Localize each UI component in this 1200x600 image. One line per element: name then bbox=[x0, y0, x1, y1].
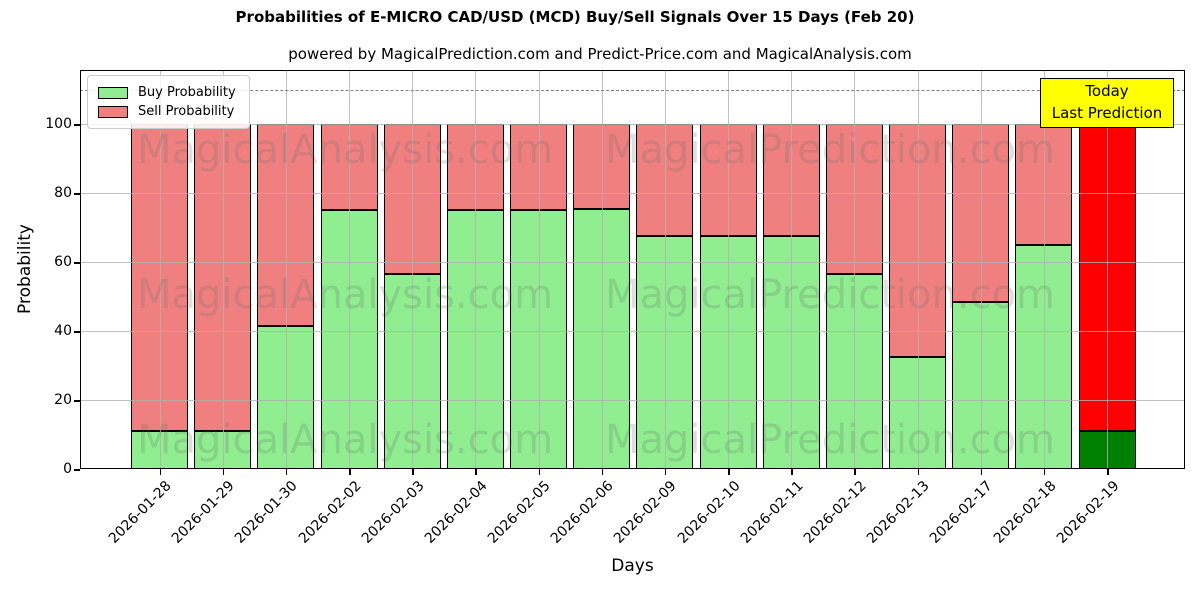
x-tick-label-text: 2026-02-18 bbox=[990, 478, 1060, 547]
buy-legend-swatch bbox=[98, 86, 128, 99]
y-gridline bbox=[80, 193, 1185, 195]
x-tick-mark bbox=[1043, 469, 1046, 475]
y-gridline bbox=[80, 262, 1185, 264]
x-gridline bbox=[475, 70, 477, 469]
y-tick-label: 100 bbox=[45, 116, 72, 133]
x-tick-mark bbox=[980, 469, 983, 475]
sell-legend-swatch bbox=[98, 105, 128, 118]
x-tick-mark bbox=[412, 469, 414, 475]
x-tick-label-text: 2026-02-19 bbox=[1053, 478, 1123, 547]
today-annotation-line2: Last Prediction bbox=[1051, 103, 1163, 122]
x-tick-mark bbox=[1107, 469, 1109, 475]
sell-legend-label: Sell Probability bbox=[138, 104, 235, 119]
x-tick-label-text: 2026-01-29 bbox=[169, 478, 238, 547]
x-gridline bbox=[791, 70, 793, 469]
x-tick-label-text: 2026-02-11 bbox=[737, 478, 807, 547]
x-gridline bbox=[159, 70, 161, 469]
x-tick-mark bbox=[159, 469, 161, 475]
x-tick-label-text: 2026-02-03 bbox=[358, 478, 428, 547]
y-gridline bbox=[80, 124, 1185, 126]
x-axis-label: Days bbox=[611, 556, 654, 576]
today-annotation-line1: Today bbox=[1085, 82, 1129, 100]
x-tick-label-text: 2026-02-12 bbox=[800, 478, 870, 547]
x-tick-label-text: 2026-02-06 bbox=[548, 478, 618, 547]
x-tick-label-text: 2026-01-28 bbox=[105, 478, 175, 547]
x-tick-label-text: 2026-02-02 bbox=[295, 478, 365, 547]
x-tick-label-text: 2026-01-30 bbox=[232, 478, 302, 547]
x-tick-mark bbox=[285, 469, 288, 475]
x-tick-mark bbox=[601, 469, 604, 475]
threshold-dashed-line bbox=[80, 89, 1185, 91]
x-gridline bbox=[728, 70, 730, 469]
x-tick-mark bbox=[349, 469, 351, 475]
x-gridline bbox=[349, 70, 350, 469]
legend: Buy Probability Sell Probability bbox=[87, 75, 250, 129]
x-tick-label-text: 2026-02-10 bbox=[674, 478, 744, 547]
y-tick-mark bbox=[74, 124, 80, 126]
x-gridline bbox=[222, 70, 224, 469]
y-gridline bbox=[80, 331, 1185, 333]
y-tick-label: 80 bbox=[54, 185, 72, 202]
x-tick-mark bbox=[791, 469, 793, 475]
x-tick-label-text: 2026-02-13 bbox=[863, 478, 933, 547]
x-gridline bbox=[1043, 70, 1045, 469]
x-gridline bbox=[980, 70, 982, 469]
x-tick-label-text: 2026-02-17 bbox=[927, 478, 997, 547]
x-tick-label-text: 2026-02-05 bbox=[484, 478, 554, 547]
y-tick-mark bbox=[74, 262, 80, 264]
x-tick-label-text: 2026-02-09 bbox=[611, 478, 681, 547]
x-tick-mark bbox=[475, 469, 477, 475]
x-gridline bbox=[917, 70, 919, 469]
chart-title: Probabilities of E-MICRO CAD/USD (MCD) B… bbox=[235, 8, 915, 26]
y-tick-mark bbox=[74, 469, 80, 471]
x-tick-mark bbox=[664, 469, 667, 475]
buy-legend-label: Buy Probability bbox=[138, 85, 236, 100]
today-annotation: Today Last Prediction bbox=[1040, 78, 1174, 128]
x-gridline bbox=[664, 70, 666, 469]
x-tick-mark bbox=[222, 469, 225, 475]
legend-item-sell: Sell Probability bbox=[98, 103, 249, 120]
x-tick-mark bbox=[917, 469, 920, 475]
y-tick-label: 0 bbox=[63, 461, 72, 477]
x-gridline bbox=[285, 70, 287, 469]
x-gridline bbox=[601, 70, 603, 469]
y-tick-mark bbox=[74, 400, 80, 402]
x-gridline bbox=[854, 70, 856, 469]
y-gridline bbox=[80, 400, 1185, 402]
y-tick-label: 60 bbox=[54, 254, 72, 271]
x-gridline bbox=[1107, 70, 1109, 469]
y-tick-label: 40 bbox=[54, 323, 72, 340]
x-gridline bbox=[538, 70, 540, 469]
legend-item-buy: Buy Probability bbox=[98, 84, 249, 101]
x-tick-mark bbox=[538, 469, 541, 475]
y-tick-mark bbox=[74, 331, 80, 333]
x-tick-mark bbox=[728, 469, 730, 475]
x-gridline bbox=[412, 70, 414, 469]
chart-subtitle: powered by MagicalPrediction.com and Pre… bbox=[288, 45, 912, 63]
x-tick-label-text: 2026-02-04 bbox=[421, 478, 491, 547]
x-tick-mark bbox=[854, 469, 856, 475]
y-tick-label: 20 bbox=[54, 392, 72, 409]
y-tick-mark bbox=[74, 193, 80, 195]
